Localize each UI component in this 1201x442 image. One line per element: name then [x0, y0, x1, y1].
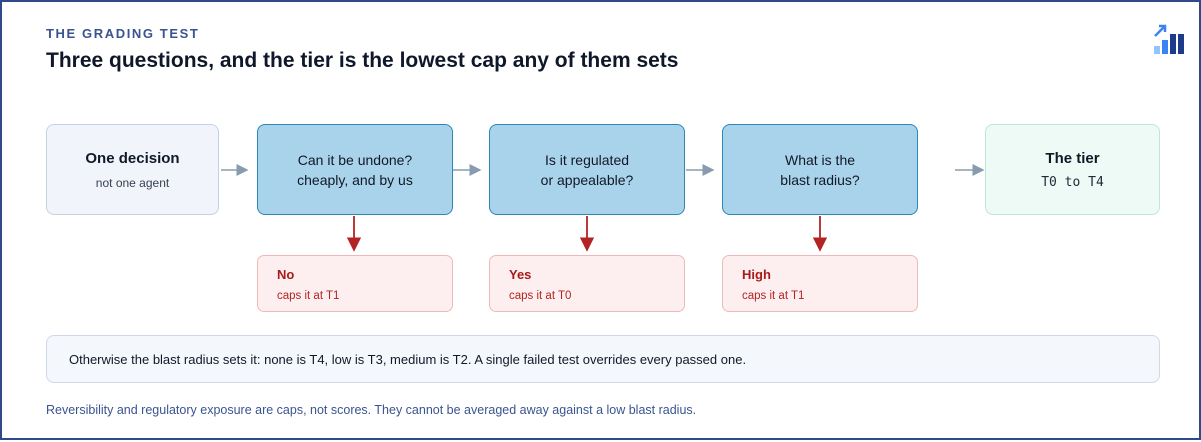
- question-line2: blast radius?: [780, 171, 860, 188]
- diagram-title: Three questions, and the tier is the low…: [46, 49, 679, 72]
- end-node: The tier T0 to T4: [985, 124, 1160, 215]
- start-node: One decision not one agent: [46, 124, 219, 215]
- question-line2: or appealable?: [540, 171, 634, 188]
- cap-answer: No: [277, 267, 295, 282]
- question-node-regulation: Is it regulated or appealable?: [489, 124, 685, 215]
- cap-node-regulation: Yes caps it at T0: [489, 255, 685, 312]
- cap-note: caps it at T1: [277, 290, 340, 302]
- end-node-range: T0 to T4: [1041, 174, 1104, 190]
- cap-note: caps it at T1: [742, 290, 805, 302]
- bar-chart-trend-icon: [1154, 24, 1184, 54]
- cap-node-blast-radius: High caps it at T1: [722, 255, 918, 312]
- question-line1: Can it be undone?: [297, 151, 413, 168]
- cap-answer: High: [742, 267, 771, 282]
- question-node-blast-radius: What is the blast radius?: [722, 124, 918, 215]
- question-node-reversibility: Can it be undone? cheaply, and by us: [257, 124, 453, 215]
- start-node-sub: not one agent: [95, 175, 170, 190]
- default-rule-note: Otherwise the blast radius sets it: none…: [46, 335, 1160, 383]
- question-line1: Is it regulated: [544, 151, 630, 168]
- question-line2: cheaply, and by us: [297, 171, 413, 188]
- question-line1: What is the: [784, 151, 856, 168]
- footer-caption: Reversibility and regulatory exposure ar…: [46, 403, 697, 417]
- eyebrow-label: THE GRADING TEST: [46, 26, 200, 41]
- cap-node-reversibility: No caps it at T1: [257, 255, 453, 312]
- cap-answer: Yes: [509, 267, 532, 282]
- end-node-label: The tier: [1045, 149, 1100, 167]
- cap-note: caps it at T0: [509, 290, 572, 302]
- start-node-label: One decision: [85, 149, 180, 167]
